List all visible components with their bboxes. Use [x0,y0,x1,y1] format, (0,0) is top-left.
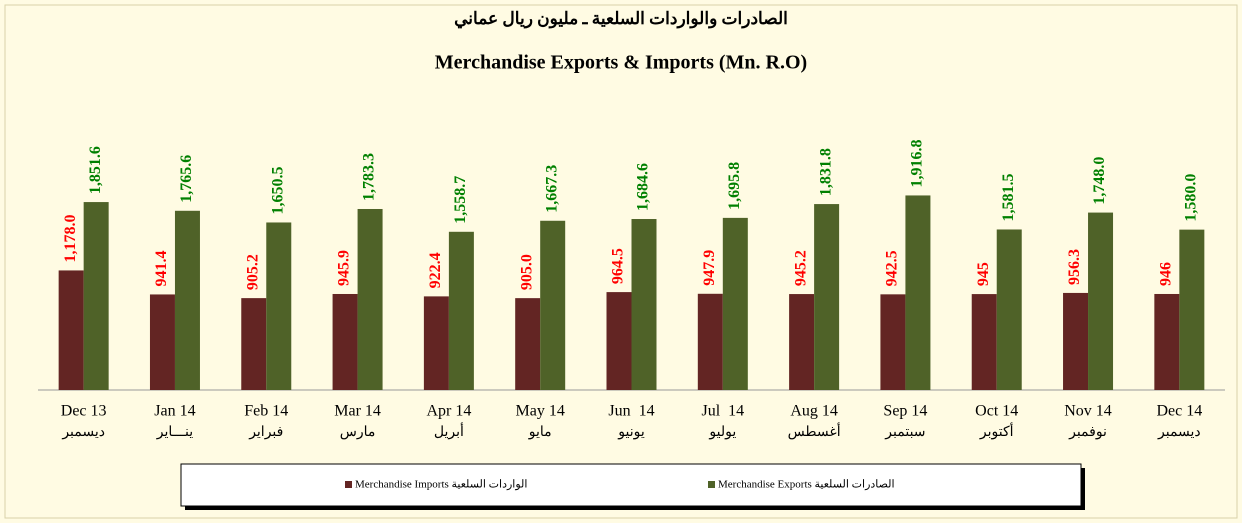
data-label: 1,684.6 [635,163,652,211]
data-label: 922.4 [427,252,444,288]
x-tick-label-ar: مارس [340,425,376,440]
x-tick-label-ar: ديسمبر [61,425,105,440]
data-label: 1,851.6 [87,146,104,194]
x-tick-label-ar: ينـــاير [156,425,193,440]
data-label: 956.3 [1066,249,1083,285]
data-label: 1,580.0 [1183,174,1200,222]
bar [540,220,566,390]
x-tick-label: Oct 14 [975,403,1018,420]
bar [880,294,906,390]
x-tick-label: Aug 14 [790,403,838,420]
data-label: 1,667.3 [543,165,560,213]
bar [357,208,383,390]
x-tick-label-ar: مايو [528,425,552,440]
bar [241,298,267,390]
data-label: 946 [1158,262,1175,286]
bar [515,298,541,390]
data-label: 1,783.3 [361,153,378,201]
bar [149,294,175,390]
x-tick-label-ar: سبتمبر [884,425,925,440]
x-tick-label: Apr 14 [426,403,471,420]
bar [814,204,840,390]
bar [83,202,109,390]
bar [174,210,200,390]
x-tick-label-ar: يونيو [617,425,645,440]
frame [4,4,1238,519]
bar [423,296,449,390]
legend-label: Merchandise Imports الواردات السلعية [355,479,527,491]
bar [789,294,815,390]
bar [266,222,292,390]
x-tick-label-ar: نوفمبر [1068,425,1107,440]
bar [1063,292,1089,390]
x-tick-label-ar: فبراير [248,425,283,440]
x-tick-label: Jun 14 [608,403,654,420]
bar [631,219,657,390]
x-tick-label: Jul 14 [701,403,744,420]
bar [996,229,1022,390]
legend [180,463,1082,507]
legend-swatch [345,481,352,488]
bar [332,293,358,390]
data-label: 964.5 [610,248,627,284]
data-label: 1,831.8 [817,148,834,196]
x-tick-label: May 14 [516,403,565,420]
data-label: 945.9 [336,250,353,286]
bar [722,217,748,390]
bar [697,293,723,390]
chart-title: الصادرات والواردات السلعية ـ مليون ريال … [454,9,788,29]
data-label: 905.2 [244,254,261,290]
x-tick-label: Dec 14 [1156,403,1202,420]
data-label: 1,765.6 [178,155,195,203]
data-label: 1,916.8 [909,139,926,187]
bar [905,195,931,390]
bar [971,294,997,390]
x-tick-label-ar: أغسطس [788,421,841,440]
data-label: 1,650.5 [269,166,286,214]
data-label: 1,558.7 [452,176,469,224]
data-label: 1,178.0 [62,214,79,262]
data-label: 945.2 [792,250,809,286]
x-tick-label: Nov 14 [1064,403,1112,420]
x-tick-label-ar: أبريل [434,421,464,440]
x-tick-label-ar: أكتوبر [979,421,1014,440]
data-label: 941.4 [153,250,170,286]
data-label: 1,581.5 [1000,173,1017,221]
bar [606,292,632,390]
data-label: 905.0 [518,254,535,290]
x-tick-label-ar: ديسمبر [1157,425,1201,440]
bar [1154,293,1180,390]
bar [448,231,474,390]
x-tick-label: Sep 14 [883,403,927,420]
x-tick-label: Mar 14 [334,403,381,420]
data-label: 1,748.0 [1091,157,1108,205]
data-label: 947.9 [701,250,718,286]
data-label: 945 [975,262,992,286]
legend-label: Merchandise Exports الصادرات السلعية [718,479,895,491]
x-tick-label-ar: يوليو [708,425,736,440]
bar [58,270,84,390]
data-label: 1,695.8 [726,162,743,210]
legend-swatch [708,481,715,488]
bar [1088,212,1114,390]
bar [1179,229,1205,390]
x-tick-label: Dec 13 [61,403,107,420]
chart-subtitle: Merchandise Exports & Imports (Mn. R.O) [435,52,807,74]
x-tick-label: Jan 14 [154,403,195,420]
x-tick-label: Feb 14 [244,403,288,420]
data-label: 942.5 [884,250,901,286]
